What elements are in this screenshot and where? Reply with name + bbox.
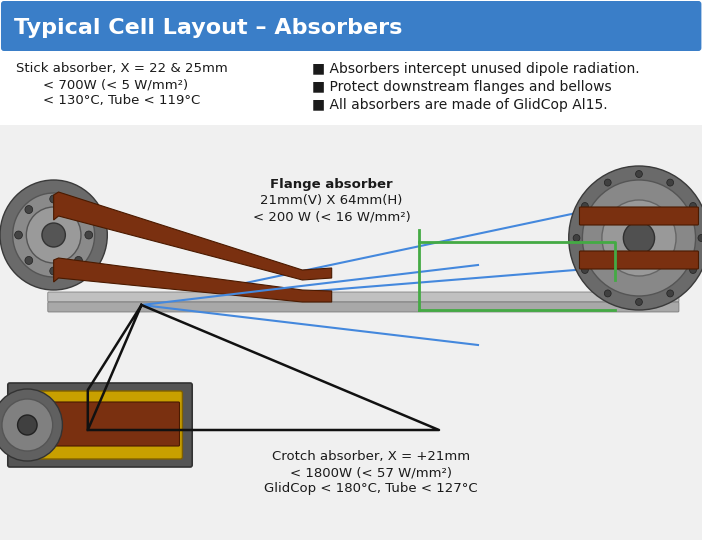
Circle shape (42, 223, 66, 247)
Circle shape (25, 256, 32, 265)
Circle shape (667, 290, 674, 297)
Text: Stick absorber, X = 22 & 25mm: Stick absorber, X = 22 & 25mm (16, 62, 228, 75)
Circle shape (569, 166, 709, 310)
Circle shape (75, 256, 82, 265)
Circle shape (27, 207, 81, 263)
Circle shape (13, 193, 94, 277)
Text: Flange absorber: Flange absorber (271, 178, 393, 191)
Text: ■ All absorbers are made of GlidCop Al15.: ■ All absorbers are made of GlidCop Al15… (312, 98, 608, 112)
Circle shape (604, 290, 611, 297)
Circle shape (50, 195, 58, 203)
Circle shape (0, 180, 107, 290)
FancyBboxPatch shape (704, 230, 720, 246)
Circle shape (604, 179, 611, 186)
Circle shape (17, 415, 37, 435)
Circle shape (667, 179, 674, 186)
Circle shape (25, 206, 32, 213)
FancyBboxPatch shape (0, 125, 703, 540)
Circle shape (14, 231, 22, 239)
Circle shape (2, 399, 53, 451)
Circle shape (624, 222, 654, 254)
FancyBboxPatch shape (37, 391, 182, 459)
Text: ■ Protect downstream flanges and bellows: ■ Protect downstream flanges and bellows (312, 80, 612, 94)
Text: < 200 W (< 16 W/mm²): < 200 W (< 16 W/mm²) (253, 210, 410, 223)
FancyBboxPatch shape (48, 302, 679, 312)
Circle shape (602, 200, 676, 276)
Circle shape (582, 267, 588, 273)
FancyBboxPatch shape (38, 402, 179, 446)
Circle shape (636, 299, 642, 306)
FancyBboxPatch shape (1, 1, 701, 51)
Text: < 1800W (< 57 W/mm²): < 1800W (< 57 W/mm²) (289, 466, 451, 479)
Circle shape (0, 389, 63, 461)
Circle shape (690, 267, 696, 273)
Circle shape (50, 267, 58, 275)
Circle shape (698, 234, 705, 241)
Circle shape (75, 206, 82, 213)
FancyBboxPatch shape (48, 292, 679, 302)
Text: < 130°C, Tube < 119°C: < 130°C, Tube < 119°C (43, 94, 200, 107)
FancyBboxPatch shape (580, 251, 698, 269)
Circle shape (85, 231, 93, 239)
Circle shape (582, 202, 588, 210)
FancyBboxPatch shape (580, 207, 698, 225)
Circle shape (573, 234, 580, 241)
FancyBboxPatch shape (8, 383, 192, 467)
Text: Typical Cell Layout – Absorbers: Typical Cell Layout – Absorbers (14, 18, 402, 38)
Circle shape (582, 180, 696, 296)
Text: ■ Absorbers intercept unused dipole radiation.: ■ Absorbers intercept unused dipole radi… (312, 62, 640, 76)
Circle shape (636, 171, 642, 178)
Text: Crotch absorber, X = +21mm: Crotch absorber, X = +21mm (271, 450, 469, 463)
Polygon shape (54, 258, 332, 302)
Text: 21mm(V) X 64mm(H): 21mm(V) X 64mm(H) (261, 194, 403, 207)
Circle shape (690, 202, 696, 210)
Text: < 700W (< 5 W/mm²): < 700W (< 5 W/mm²) (43, 78, 188, 91)
Text: GlidCop < 180°C, Tube < 127°C: GlidCop < 180°C, Tube < 127°C (264, 482, 477, 495)
Polygon shape (54, 192, 332, 280)
